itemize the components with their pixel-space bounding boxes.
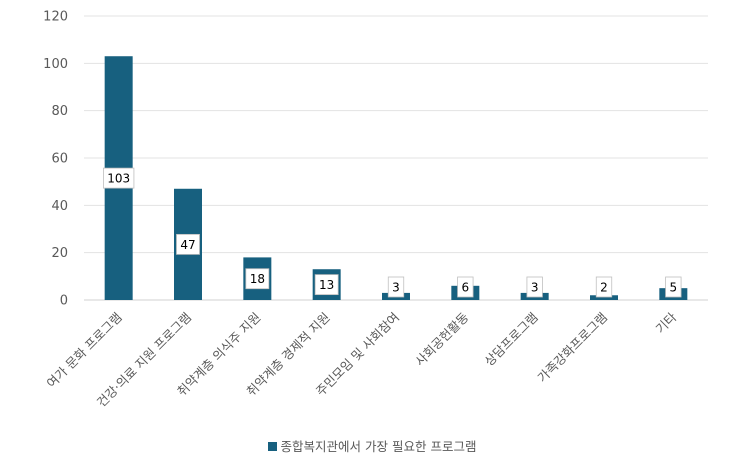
legend: 종합복지관에서 가장 필요한 프로그램 bbox=[0, 436, 744, 455]
x-tick-label: 상담프로그램 bbox=[481, 310, 540, 369]
data-label: 47 bbox=[176, 233, 200, 255]
bar bbox=[590, 295, 618, 300]
data-label-box bbox=[314, 274, 339, 296]
data-label: 13 bbox=[314, 274, 339, 296]
data-label: 2 bbox=[595, 276, 613, 298]
data-label: 5 bbox=[665, 276, 682, 298]
data-label-text: 47 bbox=[180, 238, 195, 252]
data-label-text: 3 bbox=[392, 281, 400, 295]
x-tick-label: 기타 bbox=[653, 309, 680, 336]
x-tick-label: 여가 문화 프로그램 bbox=[44, 310, 125, 391]
x-tick-label: 사회공헌활동 bbox=[412, 310, 471, 369]
y-tick-label: 40 bbox=[51, 199, 68, 214]
data-label-box bbox=[665, 276, 682, 298]
data-label: 18 bbox=[245, 268, 270, 290]
y-tick-label: 80 bbox=[51, 104, 68, 119]
data-label-box bbox=[176, 233, 200, 255]
y-axis: 0 20 40 60 80 100 120 bbox=[43, 10, 68, 309]
data-label-box bbox=[387, 276, 405, 298]
legend-label: 종합복지관에서 가장 필요한 프로그램 bbox=[280, 439, 477, 454]
data-label: 6 bbox=[457, 276, 474, 298]
x-tick-label: 가족강화프로그램 bbox=[534, 310, 610, 386]
data-label-box bbox=[457, 276, 474, 298]
data-label-box bbox=[526, 276, 543, 298]
y-tick-label: 0 bbox=[60, 294, 68, 309]
data-label-text: 18 bbox=[250, 272, 265, 286]
data-label-text: 5 bbox=[670, 281, 678, 295]
data-label-box bbox=[103, 167, 135, 189]
data-label: 3 bbox=[526, 276, 543, 298]
y-tick-label: 60 bbox=[51, 152, 68, 167]
data-label-text: 2 bbox=[600, 281, 608, 295]
data-label: 103 bbox=[103, 167, 135, 189]
y-tick-label: 120 bbox=[43, 10, 68, 25]
data-label-text: 3 bbox=[531, 281, 539, 295]
data-label: 3 bbox=[387, 276, 405, 298]
y-tick-label: 100 bbox=[43, 57, 68, 72]
bars bbox=[104, 56, 688, 300]
legend-swatch bbox=[267, 442, 277, 451]
data-label-text: 13 bbox=[319, 278, 334, 292]
data-labels: 103 47 18 13 3 6 3 2 5 bbox=[103, 167, 682, 298]
y-tick-label: 20 bbox=[51, 246, 68, 261]
data-label-box bbox=[245, 268, 270, 290]
data-label-text: 103 bbox=[107, 172, 130, 186]
data-label-text: 6 bbox=[462, 281, 470, 295]
data-label-box bbox=[595, 276, 613, 298]
